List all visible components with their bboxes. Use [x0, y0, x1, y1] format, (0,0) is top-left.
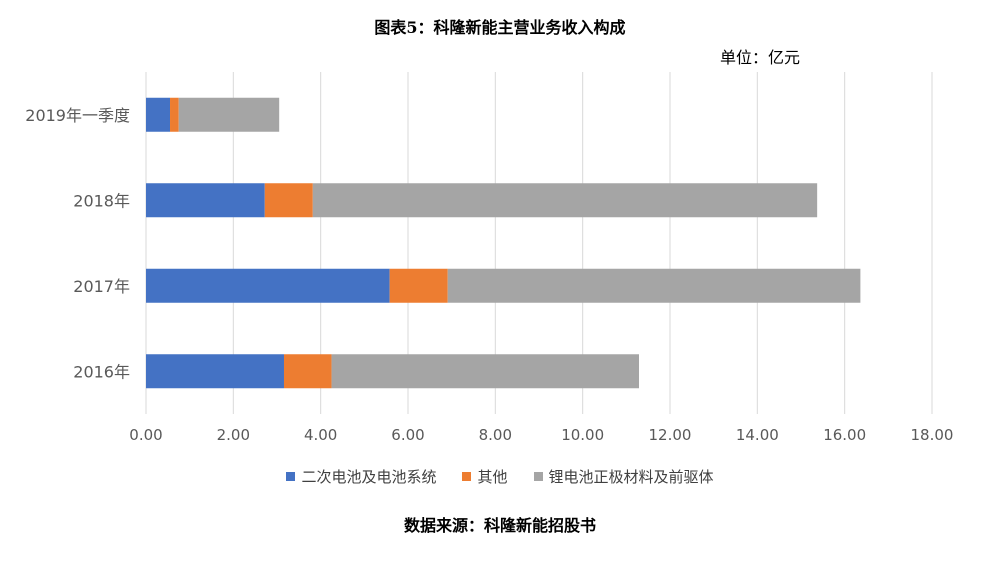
source-note: 数据来源：科隆新能招股书: [403, 516, 596, 535]
x-tick-label: 18.00: [911, 426, 954, 444]
legend-swatch-series-3: [533, 472, 543, 481]
bar-segment: [264, 183, 313, 218]
chart-title: 图表5：科隆新能主营业务收入构成: [374, 18, 626, 37]
x-tick-label: 10.00: [561, 426, 604, 444]
bar-segment: [146, 268, 390, 303]
x-tick-label: 16.00: [823, 426, 866, 444]
y-category-label: 2018年: [73, 191, 130, 210]
unit-label: 单位：亿元: [720, 48, 801, 67]
bar-segment: [146, 183, 265, 218]
bar-segment: [312, 183, 818, 218]
x-tick-label: 2.00: [217, 426, 250, 444]
y-category-label: 2019年一季度: [25, 106, 130, 125]
legend-label: 二次电池及电池系统: [301, 468, 437, 486]
bar-segment: [389, 268, 448, 303]
bar-segment: [146, 354, 284, 389]
bar-segment: [447, 268, 861, 303]
legend-label: 锂电池正极材料及前驱体: [548, 468, 714, 486]
legend-item: 二次电池及电池系统: [286, 466, 436, 487]
bar-segment: [146, 97, 171, 132]
y-category-label: 2016年: [73, 362, 130, 381]
x-tick-label: 0.00: [129, 426, 162, 444]
legend-item: 锂电池正极材料及前驱体: [533, 466, 714, 487]
x-tick-label: 14.00: [736, 426, 779, 444]
legend-label: 其他: [477, 468, 508, 486]
bar-segment: [170, 97, 179, 132]
bar-segment: [178, 97, 280, 132]
legend: 二次电池及电池系统 其他 锂电池正极材料及前驱体: [0, 466, 1000, 487]
bar-chart: 0.00 2.00 4.00 6.00 8.00 10.00 12.00 14.00 16.00…: [25, 72, 954, 444]
x-tick-label: 12.00: [649, 426, 692, 444]
legend-swatch-series-1: [286, 472, 296, 481]
bar-segment: [283, 354, 332, 389]
y-category-label: 2017年: [73, 277, 130, 296]
legend-item: 其他: [462, 466, 508, 487]
bar-segment: [331, 354, 639, 389]
legend-swatch-series-2: [462, 472, 472, 481]
x-tick-label: 8.00: [479, 426, 512, 444]
x-tick-label: 4.00: [304, 426, 337, 444]
x-tick-label: 6.00: [391, 426, 424, 444]
